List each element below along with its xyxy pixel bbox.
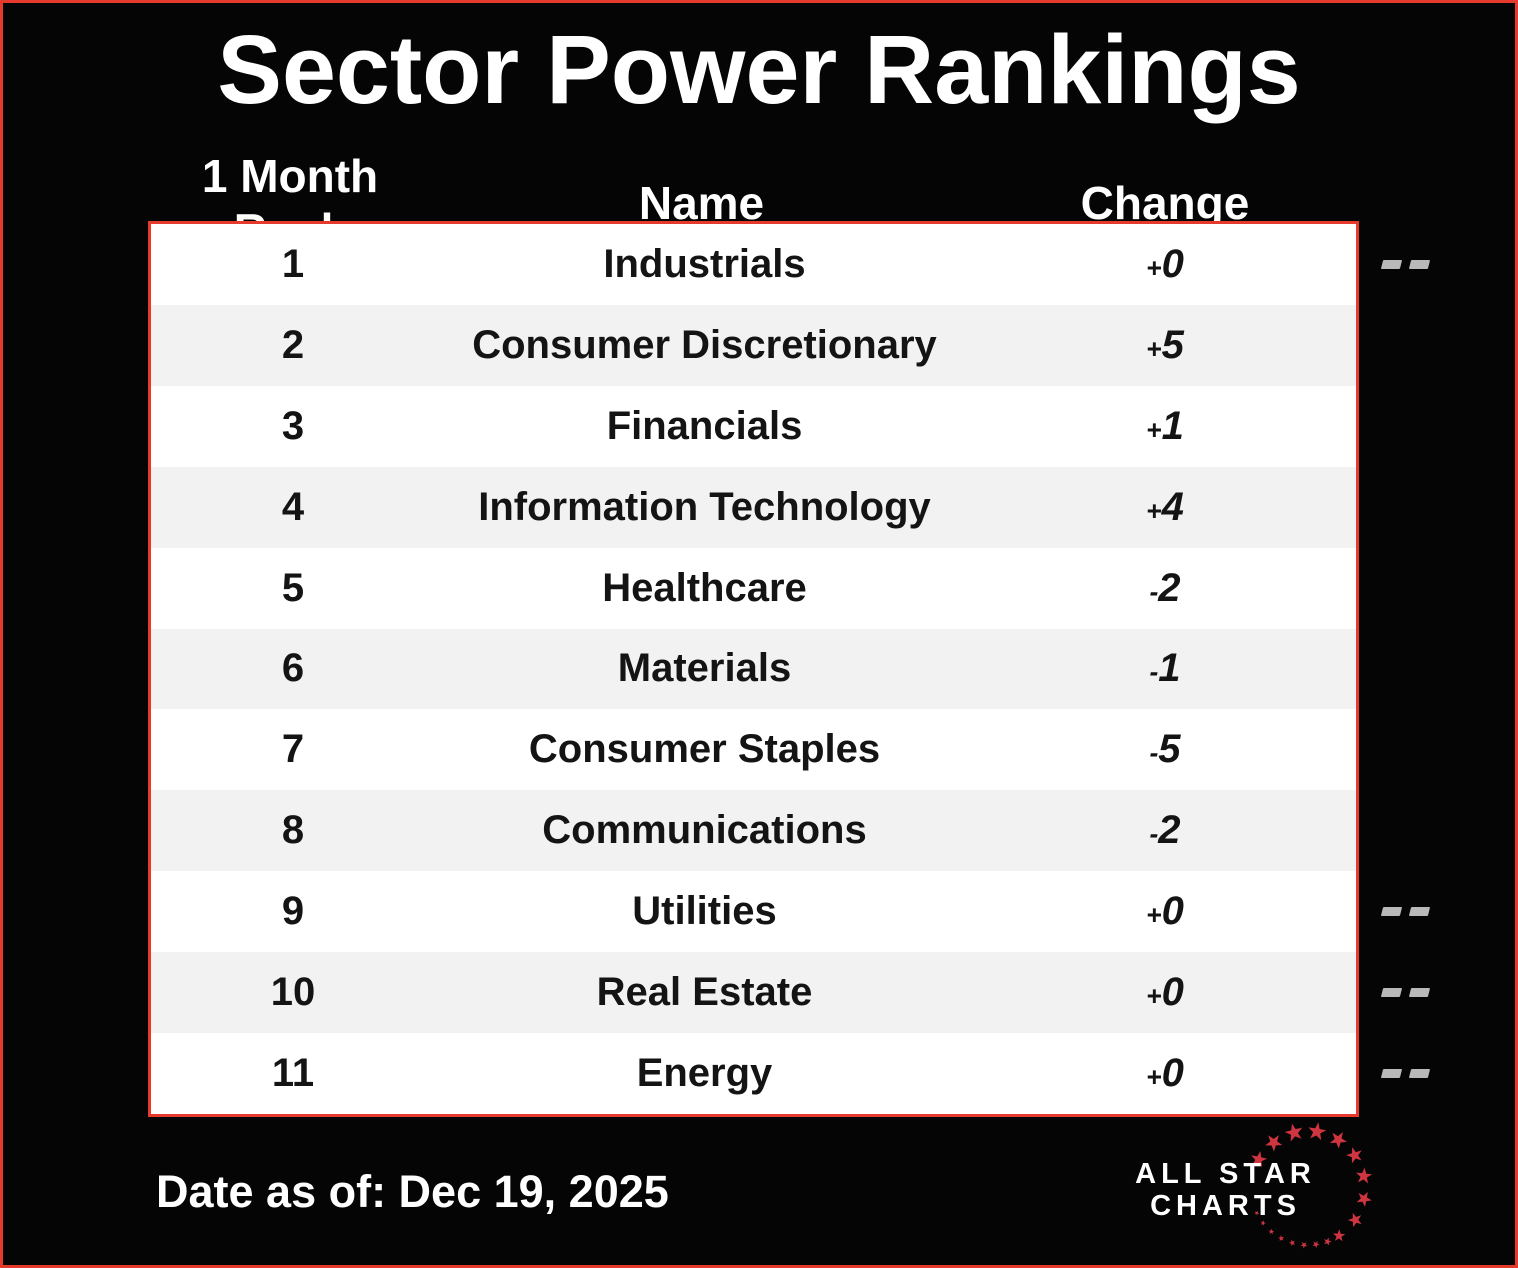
table-row: 8 Communications -2	[151, 790, 1356, 872]
name-cell: Materials	[617, 646, 792, 691]
name-cell: Energy	[636, 1051, 773, 1096]
change-direction-column	[1363, 224, 1447, 1114]
column-header-name: Name	[638, 177, 765, 229]
change-cell: +5	[1146, 322, 1184, 367]
name-cell: Consumer Discretionary	[472, 322, 937, 367]
rank-cell: 8	[281, 808, 305, 853]
name-cell: Industrials	[603, 241, 806, 286]
change-cell: +0	[1146, 889, 1184, 934]
change-cell: +0	[1146, 970, 1184, 1015]
column-header-change: Change	[1080, 177, 1250, 229]
change-direction-icon-cell	[1363, 305, 1447, 386]
double-dash-icon	[1380, 1069, 1430, 1079]
double-chevron-down-icon	[1384, 719, 1426, 779]
change-direction-icon-cell	[1363, 386, 1447, 467]
double-chevron-up-icon	[1384, 316, 1426, 376]
rank-cell: 6	[281, 646, 305, 691]
change-direction-icon-cell	[1363, 548, 1447, 629]
change-direction-icon-cell	[1363, 952, 1447, 1033]
double-chevron-down-icon	[1384, 638, 1426, 698]
table-row: 7 Consumer Staples -5	[151, 709, 1356, 791]
change-cell: -1	[1149, 646, 1181, 691]
double-dash-icon	[1380, 907, 1430, 917]
table-row: 10 Real Estate +0	[151, 952, 1356, 1034]
double-dash-icon	[1380, 988, 1430, 998]
change-direction-icon-cell	[1363, 629, 1447, 710]
double-dash-icon	[1380, 259, 1430, 269]
table-row: 11 Energy +0	[151, 1033, 1356, 1114]
rank-cell: 3	[281, 403, 305, 448]
rankings-table: 1 Industrials +0 2 Consumer Discretionar…	[148, 221, 1359, 1117]
change-cell: -5	[1149, 727, 1181, 772]
name-cell: Utilities	[632, 889, 777, 934]
logo-text: ALL STAR CHARTS	[1123, 1158, 1328, 1222]
change-direction-icon-cell	[1363, 224, 1447, 305]
rank-cell: 9	[281, 889, 305, 934]
name-cell: Real Estate	[596, 970, 813, 1015]
change-direction-icon-cell	[1363, 871, 1447, 952]
change-cell: -2	[1149, 808, 1181, 853]
name-cell: Information Technology	[478, 484, 931, 529]
table-row: 5 Healthcare -2	[151, 547, 1356, 629]
change-cell: +0	[1146, 1051, 1184, 1096]
change-cell: +4	[1146, 484, 1184, 529]
name-cell: Consumer Staples	[528, 727, 881, 772]
table-row: 3 Financials +1	[151, 385, 1356, 467]
change-cell: +0	[1146, 241, 1184, 286]
name-cell: Communications	[542, 808, 867, 853]
date-as-of-label: Date as of: Dec 19, 2025	[156, 1166, 669, 1217]
table-row: 6 Materials -1	[151, 628, 1356, 710]
change-direction-icon-cell	[1363, 790, 1447, 871]
change-direction-icon-cell	[1363, 467, 1447, 548]
page-title: Sector Power Rankings	[217, 15, 1301, 124]
logo-line-1: ALL STAR	[1135, 1158, 1316, 1190]
double-chevron-up-icon	[1384, 478, 1426, 538]
table-row: 2 Consumer Discretionary +5	[151, 304, 1356, 386]
rank-cell: 7	[281, 727, 305, 772]
change-direction-icon-cell	[1363, 709, 1447, 790]
table-header: 1 Month Rank Name Change	[148, 149, 1359, 256]
table-row: 1 Industrials +0	[151, 224, 1356, 305]
name-cell: Healthcare	[602, 565, 807, 610]
table-row: 9 Utilities +0	[151, 871, 1356, 953]
double-chevron-down-icon	[1384, 558, 1426, 618]
change-cell: +1	[1146, 403, 1184, 448]
rank-cell: 4	[281, 484, 305, 529]
name-cell: Financials	[606, 403, 803, 448]
rank-cell: 5	[281, 565, 305, 610]
change-cell: -2	[1149, 565, 1181, 610]
double-chevron-up-icon	[1384, 397, 1426, 457]
double-chevron-down-icon	[1384, 800, 1426, 860]
logo-line-2: CHARTS	[1150, 1190, 1301, 1222]
rank-cell: 1	[281, 241, 305, 286]
all-star-charts-logo: ALL STAR CHARTS	[1113, 1098, 1423, 1265]
rank-cell: 10	[270, 970, 316, 1015]
table-row: 4 Information Technology +4	[151, 466, 1356, 548]
rank-cell: 11	[271, 1051, 315, 1096]
rank-cell: 2	[281, 322, 305, 367]
